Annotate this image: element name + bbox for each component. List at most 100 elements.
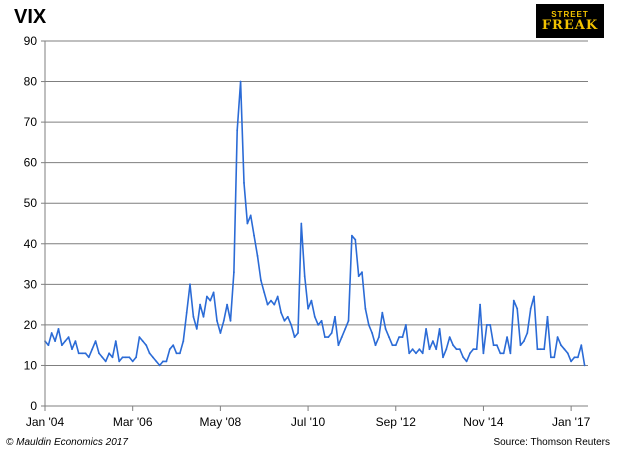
data-point bbox=[98, 352, 100, 355]
x-axis-ticks: Jan '04 Mar '06 May '08 Jul '10 Sep '12 Nov '… bbox=[26, 406, 591, 429]
data-point bbox=[489, 324, 492, 326]
data-point bbox=[212, 291, 215, 294]
data-point bbox=[428, 348, 431, 351]
data-point bbox=[539, 348, 542, 351]
data-point bbox=[260, 279, 262, 282]
grid-lines bbox=[45, 40, 588, 366]
y-tick-label-70: 70 bbox=[24, 115, 38, 129]
data-point bbox=[523, 340, 525, 342]
y-tick-label-30: 30 bbox=[24, 277, 38, 291]
y-axis-ticks: 0 10 20 30 40 50 60 70 80 90 bbox=[24, 34, 45, 413]
data-point bbox=[496, 344, 498, 347]
data-point bbox=[546, 315, 549, 318]
data-point bbox=[432, 340, 434, 342]
data-point bbox=[334, 315, 336, 318]
data-point bbox=[162, 360, 164, 363]
data-point bbox=[347, 319, 350, 322]
data-point bbox=[509, 352, 512, 355]
x-tick-label-6: Jan '17 bbox=[552, 415, 591, 429]
data-point bbox=[303, 275, 306, 278]
data-point bbox=[361, 271, 363, 274]
data-point bbox=[405, 324, 407, 326]
data-point bbox=[155, 360, 158, 363]
data-point bbox=[131, 360, 134, 363]
data-point bbox=[111, 356, 114, 359]
data-point bbox=[340, 336, 343, 338]
data-point bbox=[128, 356, 131, 359]
data-point bbox=[81, 352, 83, 355]
data-point bbox=[550, 356, 552, 359]
data-point bbox=[293, 336, 296, 338]
data-point bbox=[47, 344, 50, 347]
data-point bbox=[64, 340, 67, 342]
data-point bbox=[327, 336, 330, 338]
data-point bbox=[243, 182, 245, 184]
data-point bbox=[158, 364, 161, 367]
data-point bbox=[77, 352, 80, 355]
data-point bbox=[108, 352, 110, 355]
y-tick-label-60: 60 bbox=[24, 156, 38, 170]
logo-line-1: STREET bbox=[551, 9, 589, 19]
data-point bbox=[438, 328, 441, 330]
data-point bbox=[57, 328, 60, 330]
data-point bbox=[168, 348, 171, 351]
data-point bbox=[543, 348, 546, 351]
data-point bbox=[91, 348, 94, 351]
y-tick-label-40: 40 bbox=[24, 237, 38, 251]
data-point bbox=[492, 344, 495, 347]
data-point bbox=[563, 348, 566, 351]
data-point bbox=[141, 340, 144, 342]
data-point bbox=[152, 356, 154, 359]
data-point bbox=[202, 315, 205, 318]
data-point bbox=[206, 295, 208, 298]
x-tick-label-2: May '08 bbox=[200, 415, 242, 429]
data-point bbox=[485, 324, 488, 326]
data-point bbox=[54, 340, 56, 342]
data-point bbox=[307, 307, 309, 310]
data-point bbox=[388, 336, 390, 338]
data-point bbox=[384, 328, 387, 330]
data-point bbox=[233, 271, 235, 274]
data-point bbox=[435, 348, 438, 351]
data-point bbox=[179, 352, 181, 355]
data-point bbox=[394, 344, 397, 347]
data-point bbox=[529, 307, 532, 310]
logo-line-2: FREAK bbox=[541, 17, 599, 33]
street-freak-logo: STREET FREAK bbox=[536, 4, 604, 38]
y-tick-label-20: 20 bbox=[24, 318, 38, 332]
data-point bbox=[84, 352, 87, 355]
data-point bbox=[50, 332, 53, 334]
chart-title: VIX bbox=[14, 6, 47, 28]
data-point bbox=[553, 356, 556, 359]
data-point bbox=[297, 332, 299, 334]
data-point bbox=[310, 299, 313, 302]
data-point bbox=[263, 291, 266, 294]
data-point bbox=[101, 356, 104, 359]
data-point bbox=[219, 332, 222, 334]
x-tick-label-1: Mar '06 bbox=[113, 415, 153, 429]
data-point bbox=[354, 238, 357, 241]
y-tick-label-10: 10 bbox=[24, 358, 38, 372]
data-point bbox=[516, 307, 519, 310]
data-point bbox=[226, 303, 229, 306]
data-point bbox=[536, 348, 539, 351]
data-point bbox=[367, 324, 370, 326]
data-point bbox=[114, 340, 117, 342]
data-point bbox=[87, 356, 90, 359]
data-point bbox=[472, 348, 475, 351]
data-point bbox=[465, 360, 468, 363]
data-point bbox=[364, 307, 367, 310]
data-point bbox=[506, 336, 508, 338]
data-point bbox=[371, 332, 373, 334]
data-point bbox=[381, 311, 384, 314]
data-point bbox=[462, 356, 465, 359]
data-point bbox=[222, 319, 225, 322]
data-point bbox=[256, 255, 259, 257]
data-point bbox=[236, 129, 239, 132]
data-point bbox=[118, 360, 121, 363]
data-point bbox=[556, 336, 559, 338]
data-point bbox=[229, 319, 232, 322]
data-point bbox=[276, 295, 279, 298]
x-tick-label-4: Sep '12 bbox=[376, 415, 417, 429]
